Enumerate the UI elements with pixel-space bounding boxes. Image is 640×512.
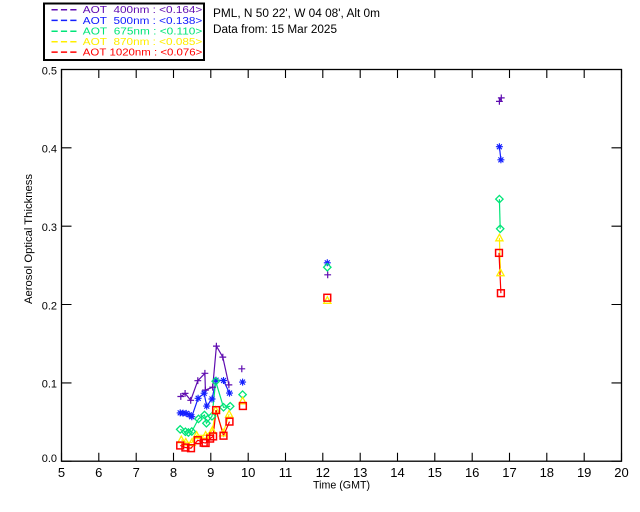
- svg-text:11: 11: [279, 465, 293, 480]
- svg-text:0.2: 0.2: [42, 300, 57, 312]
- svg-text:7: 7: [133, 465, 140, 480]
- svg-text:Data from: 15 Mar 2025: Data from: 15 Mar 2025: [213, 24, 337, 36]
- svg-text:5: 5: [58, 465, 65, 480]
- svg-text:AOT 675nm : <0.110>: AOT 675nm : <0.110>: [83, 27, 203, 38]
- svg-text:0.0: 0.0: [42, 453, 57, 465]
- svg-text:16: 16: [465, 465, 479, 480]
- svg-text:0.5: 0.5: [42, 65, 57, 77]
- svg-text:0.1: 0.1: [42, 379, 57, 391]
- svg-text:Aerosol Optical Thickness: Aerosol Optical Thickness: [23, 173, 35, 304]
- svg-text:6: 6: [95, 465, 102, 480]
- svg-text:8: 8: [170, 465, 177, 480]
- svg-text:19: 19: [577, 465, 591, 480]
- svg-text:15: 15: [428, 465, 442, 480]
- svg-text:AOT 400nm : <0.164>: AOT 400nm : <0.164>: [83, 5, 203, 16]
- svg-text:10: 10: [241, 465, 255, 480]
- svg-text:14: 14: [390, 465, 404, 480]
- svg-text:13: 13: [353, 465, 367, 480]
- svg-text:9: 9: [207, 465, 214, 480]
- svg-text:0.4: 0.4: [42, 144, 57, 156]
- svg-text:Time (GMT): Time (GMT): [313, 480, 370, 492]
- svg-text:12: 12: [316, 465, 330, 480]
- svg-text:20: 20: [614, 465, 628, 480]
- svg-text:17: 17: [502, 465, 516, 480]
- svg-text:18: 18: [540, 465, 554, 480]
- svg-text:AOT 500nm : <0.138>: AOT 500nm : <0.138>: [83, 16, 203, 27]
- svg-text:0.3: 0.3: [42, 222, 57, 234]
- svg-text:PML, N 50 22', W 04 08', Alt 0: PML, N 50 22', W 04 08', Alt 0m: [213, 8, 380, 20]
- svg-text:AOT 870nm : <0.085>: AOT 870nm : <0.085>: [83, 37, 203, 48]
- svg-text:AOT 1020nm : <0.076>: AOT 1020nm : <0.076>: [83, 48, 203, 59]
